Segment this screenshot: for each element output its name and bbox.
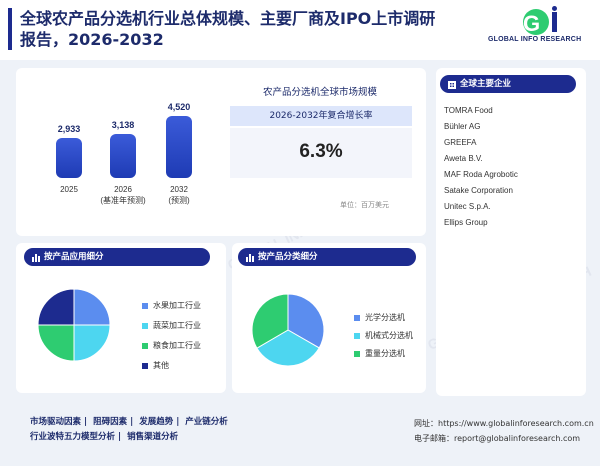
legend-swatch-optical	[354, 315, 360, 321]
application-heading-label: 按产品应用细分	[44, 252, 104, 262]
legend-fruit-processing: 水果加工行业	[153, 301, 201, 310]
type-pie-slice-0	[287, 293, 325, 349]
footer-contact: 网址：https://www.globalinforesearch.com.cn…	[414, 416, 594, 446]
company-item: Satake Corporation	[444, 186, 513, 195]
application-pie-chart	[37, 288, 111, 362]
type-heading-label: 按产品分类细分	[258, 252, 318, 262]
type-heading: 按产品分类细分	[238, 248, 416, 266]
footer-link-value-chain[interactable]: 产业链分析	[185, 417, 228, 427]
type-pie-chart	[251, 293, 325, 367]
legend-swatch-weight	[354, 351, 360, 357]
footer-link-barriers[interactable]: 阻碍因素	[93, 417, 128, 427]
company-item: Bühler AG	[444, 122, 481, 131]
svg-text:G: G	[523, 11, 540, 36]
application-pie-slice-2	[37, 324, 75, 362]
chart-icon	[32, 254, 40, 262]
company-item: GREEFA	[444, 138, 477, 147]
company-item: Unitec S.p.A.	[444, 202, 491, 211]
website-label: 网址：	[414, 419, 438, 428]
cagr-label: 2026-2032年复合增长率	[230, 106, 412, 126]
bar-2026	[110, 134, 136, 178]
report-header: 全球农产品分选机行业总体规模、主要厂商及IPO上市调研报告，2026-2032 …	[0, 0, 600, 60]
company-item: TOMRA Food	[444, 106, 493, 115]
application-pie-slice-1	[73, 324, 111, 362]
companies-card	[436, 68, 586, 396]
market-size-title: 农产品分选机全球市场规模	[262, 87, 377, 98]
bar-year-2025: 2025	[60, 185, 78, 194]
bar-year-2026: 2026	[114, 185, 132, 194]
companies-heading: 全球主要企业	[440, 75, 576, 93]
bar-value-2032: 4,520	[167, 102, 191, 112]
footer-link-channels[interactable]: 销售渠道分析	[127, 432, 179, 442]
type-pie-slice-2	[251, 293, 289, 349]
legend-swatch-grain	[142, 343, 148, 349]
email-link[interactable]: report@globalinforesearch.com	[454, 434, 581, 443]
footer-links-row-2: 行业波特五力模型分析 | 销售渠道分析	[30, 432, 179, 442]
cagr-box: 6.3%	[230, 128, 412, 178]
footer-links: 市场驱动因素 | 阻碍因素 | 发展趋势 | 产业链分析 行业波特五力模型分析 | 销售…	[30, 415, 228, 445]
legend-mechanical-sorter: 机械式分选机	[365, 331, 413, 340]
company-item: MAF Roda Agrobotic	[444, 170, 518, 179]
header-accent-bar	[8, 8, 12, 50]
footer-links-row-1: 市场驱动因素 | 阻碍因素 | 发展趋势 | 产业链分析	[30, 417, 228, 427]
bar-year-2032: 2032	[170, 185, 188, 194]
companies-heading-label: 全球主要企业	[460, 79, 512, 89]
email-label: 电子邮箱：	[414, 434, 454, 443]
logo-text: GLOBAL INFO RESEARCH	[488, 36, 582, 43]
legend-weight-sorter: 重量分选机	[365, 349, 405, 358]
legend-swatch-other	[142, 363, 148, 369]
footer-link-trends[interactable]: 发展趋势	[139, 417, 174, 427]
bar-note-2032: (预测)	[168, 196, 190, 205]
legend-swatch-vegetable	[142, 323, 148, 329]
cagr-value: 6.3%	[299, 141, 343, 162]
application-heading: 按产品应用细分	[24, 248, 210, 266]
legend-other: 其他	[153, 361, 169, 370]
type-pie-slice-1	[256, 329, 320, 367]
bar-2032	[166, 116, 192, 178]
legend-swatch-fruit	[142, 303, 148, 309]
application-pie-slice-0	[73, 288, 111, 326]
bar-value-2025: 2,933	[57, 124, 81, 134]
application-pie-slice-3	[37, 288, 75, 326]
chart-icon	[246, 254, 254, 262]
legend-swatch-mechanical	[354, 333, 360, 339]
company-item: Aweta B.V.	[444, 154, 483, 163]
bar-note-2026: (基准年预测)	[100, 196, 146, 205]
footer-link-porter[interactable]: 行业波特五力模型分析	[30, 432, 116, 442]
company-item: Ellips Group	[444, 218, 488, 227]
bar-value-2026: 3,138	[111, 120, 135, 130]
footer-link-drivers[interactable]: 市场驱动因素	[30, 417, 82, 427]
building-icon	[448, 81, 456, 89]
legend-optical-sorter: 光学分选机	[365, 313, 405, 322]
legend-grain-processing: 粮食加工行业	[153, 341, 201, 350]
unit-label: 单位：百万美元	[340, 201, 389, 209]
report-title: 全球农产品分选机行业总体规模、主要厂商及IPO上市调研报告，2026-2032	[20, 9, 436, 49]
legend-vegetable-processing: 蔬菜加工行业	[153, 321, 201, 330]
bar-2025	[56, 138, 82, 178]
company-logo: G	[523, 6, 557, 36]
website-link[interactable]: https://www.globalinforesearch.com.cn	[438, 419, 594, 428]
